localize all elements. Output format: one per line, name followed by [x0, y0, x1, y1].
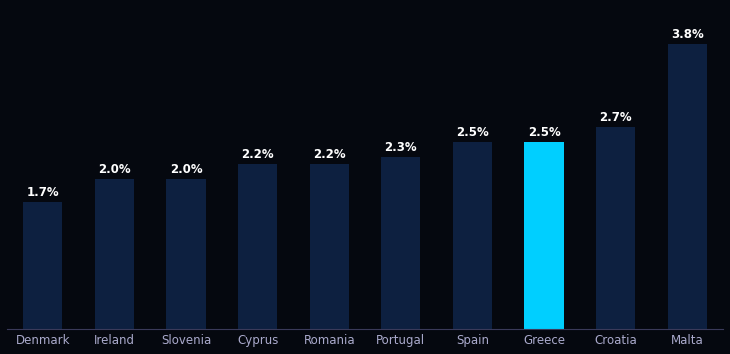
Bar [238, 164, 277, 329]
Bar [524, 142, 564, 329]
Text: 2.5%: 2.5% [456, 126, 489, 139]
Text: 2.2%: 2.2% [242, 148, 274, 161]
Bar [310, 164, 349, 329]
Text: 2.7%: 2.7% [599, 111, 632, 124]
Text: 2.5%: 2.5% [528, 126, 561, 139]
Bar [381, 157, 420, 329]
Bar [667, 44, 707, 329]
Text: 3.8%: 3.8% [671, 28, 704, 41]
Bar [453, 142, 492, 329]
Text: 2.0%: 2.0% [169, 163, 202, 176]
Text: 2.0%: 2.0% [98, 163, 131, 176]
Text: 1.7%: 1.7% [26, 186, 59, 199]
Bar [95, 179, 134, 329]
Bar [23, 202, 63, 329]
Text: 2.3%: 2.3% [385, 141, 417, 154]
Bar [596, 127, 635, 329]
Bar [166, 179, 206, 329]
Text: 2.2%: 2.2% [313, 148, 345, 161]
